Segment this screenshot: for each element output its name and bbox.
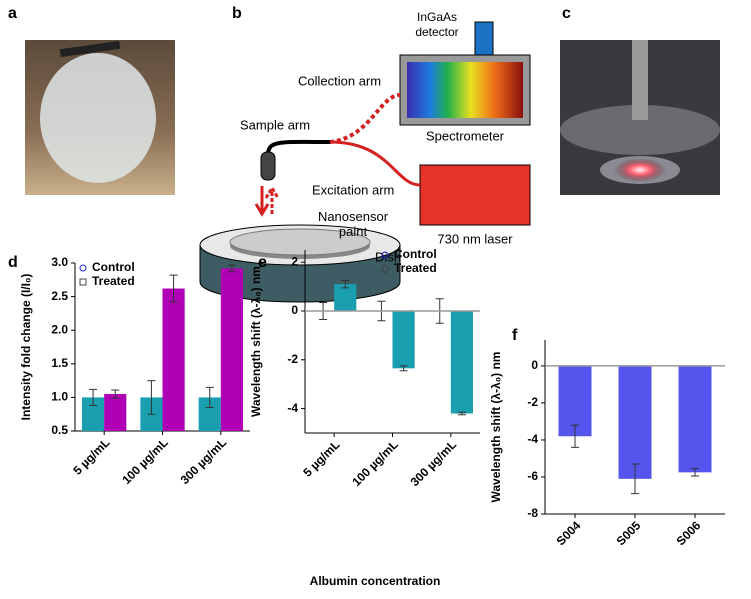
y-tick-label: -4: [527, 432, 538, 446]
panel-label: e: [258, 254, 267, 271]
x-tick-label: 5 µg/mL: [70, 435, 112, 477]
y-tick-label: 2.0: [51, 322, 68, 336]
panel-label: c: [562, 5, 571, 22]
x-axis-label: Albumin concentration: [310, 574, 441, 588]
error-bar: [457, 411, 466, 416]
panel-label: a: [8, 5, 17, 22]
bar: [82, 397, 105, 431]
bar: [678, 365, 712, 473]
error-bar: [111, 389, 120, 399]
bar: [104, 394, 127, 431]
x-tick-label: 300 µg/mL: [408, 437, 460, 489]
x-tick-label: 300 µg/mL: [178, 435, 230, 487]
laser: [419, 164, 531, 226]
label: InGaAs detector: [415, 10, 458, 39]
tweezer: [59, 40, 121, 58]
y-tick-label: -2: [287, 352, 298, 366]
sample-fiber: [266, 139, 331, 156]
error-bar: [205, 386, 214, 408]
legend-marker: [380, 264, 390, 274]
panel-label: b: [232, 5, 242, 22]
panel-label: d: [8, 254, 18, 271]
y-axis-label: Intensity fold change (I/I₀): [19, 274, 33, 421]
label: Spectrometer: [426, 128, 505, 143]
error-bar: [341, 280, 350, 289]
membrane: [40, 53, 156, 183]
x-tick-label: S005: [614, 518, 644, 548]
collection-fiber: [329, 93, 401, 144]
bar: [618, 365, 652, 479]
x-tick-label: S006: [674, 518, 704, 548]
legend-label: Control: [394, 247, 437, 261]
spectrum: [407, 62, 523, 118]
y-tick-label: 1.5: [51, 356, 68, 370]
arrow-down: [254, 186, 270, 217]
legend-marker: [79, 278, 87, 286]
error-bar: [691, 468, 699, 477]
y-axis-label: Wavelength shift (λ-λ₀) nm: [249, 266, 263, 417]
bar: [334, 284, 357, 311]
error-bar: [571, 424, 579, 448]
bar: [162, 288, 185, 431]
legend-marker: [381, 251, 389, 259]
y-tick-label: -6: [527, 469, 538, 483]
excitation-fiber: [329, 140, 421, 187]
bar: [198, 397, 221, 431]
bar: [558, 365, 592, 437]
y-tick-label: 1.0: [51, 390, 68, 404]
y-tick-label: -2: [527, 395, 538, 409]
x-tick-label: S004: [554, 518, 584, 548]
y-tick-label: 2: [291, 254, 298, 268]
error-bar: [399, 365, 408, 372]
x-tick-label: 5 µg/mL: [300, 437, 342, 479]
bar: [450, 311, 473, 414]
y-tick-label: 2.5: [51, 289, 68, 303]
y-tick-label: 0: [291, 303, 298, 317]
legend-label: Control: [92, 260, 135, 274]
y-tick-label: -8: [527, 506, 538, 520]
bar: [220, 268, 243, 431]
y-axis-label: Wavelength shift (λ-λ₀) nm: [489, 352, 503, 503]
glow: [614, 158, 666, 182]
label: Dish: [375, 249, 401, 264]
error-bar: [89, 388, 98, 406]
label: Excitation arm: [312, 182, 394, 197]
y-tick-label: 0.5: [51, 423, 68, 437]
x-tick-label: 100 µg/mL: [349, 437, 401, 489]
error-bar: [147, 380, 156, 415]
label: Nanosensor paint: [318, 209, 389, 239]
error-bar: [227, 264, 236, 273]
label: Collection arm: [298, 73, 381, 88]
error-bar: [169, 274, 178, 303]
paint: [229, 228, 371, 256]
y-tick-label: 3.0: [51, 255, 68, 269]
probe: [632, 40, 648, 120]
panel-label: f: [512, 327, 518, 344]
bar: [392, 311, 415, 369]
y-tick-label: 0: [531, 358, 538, 372]
y-tick-label: -4: [287, 401, 298, 415]
legend-label: Treated: [92, 274, 135, 288]
legend-label: Treated: [394, 261, 437, 275]
label: 730 nm laser: [437, 231, 513, 246]
error-bar: [631, 463, 639, 495]
legend-marker: [79, 264, 87, 272]
x-tick-label: 100 µg/mL: [119, 435, 171, 487]
probe-head: [260, 151, 276, 181]
label: Sample arm: [240, 117, 310, 132]
table: [560, 105, 720, 155]
arrow-up: [264, 185, 280, 214]
detector: [474, 21, 494, 56]
